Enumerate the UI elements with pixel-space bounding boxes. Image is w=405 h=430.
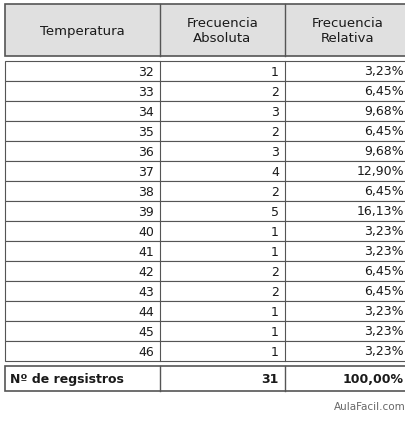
Text: Frecuencia
Relativa: Frecuencia Relativa	[311, 17, 384, 45]
Text: 38: 38	[138, 185, 154, 198]
Bar	[5, 366, 405, 391]
Bar	[5, 122, 405, 141]
Bar	[5, 301, 405, 321]
Text: 37: 37	[138, 165, 154, 178]
Text: 3,23%: 3,23%	[364, 225, 404, 238]
Text: 12,90%: 12,90%	[356, 165, 404, 178]
Text: 100,00%: 100,00%	[343, 372, 404, 385]
Text: 1: 1	[271, 325, 279, 338]
Text: 1: 1	[271, 305, 279, 318]
Text: 3: 3	[271, 105, 279, 118]
Text: 33: 33	[138, 85, 154, 98]
Bar	[5, 102, 405, 122]
Bar	[5, 241, 405, 261]
Text: 6,45%: 6,45%	[364, 285, 404, 298]
Text: 1: 1	[271, 225, 279, 238]
Text: 45: 45	[138, 325, 154, 338]
Bar	[5, 202, 405, 221]
Text: 31: 31	[262, 372, 279, 385]
Text: Frecuencia
Absoluta: Frecuencia Absoluta	[187, 17, 258, 45]
Bar	[5, 341, 405, 361]
Text: 6,45%: 6,45%	[364, 265, 404, 278]
Bar	[5, 181, 405, 202]
Text: 40: 40	[138, 225, 154, 238]
Text: 2: 2	[271, 125, 279, 138]
Text: Nº de regsistros: Nº de regsistros	[10, 372, 124, 385]
Text: 44: 44	[138, 305, 154, 318]
Text: 3,23%: 3,23%	[364, 325, 404, 338]
Bar	[5, 62, 405, 82]
Bar	[5, 82, 405, 102]
Text: 5: 5	[271, 205, 279, 218]
Text: 6,45%: 6,45%	[364, 85, 404, 98]
Text: 3,23%: 3,23%	[364, 305, 404, 318]
Text: 6,45%: 6,45%	[364, 185, 404, 198]
Text: 3: 3	[271, 145, 279, 158]
Bar	[5, 141, 405, 162]
Text: 1: 1	[271, 65, 279, 78]
Text: 3,23%: 3,23%	[364, 345, 404, 358]
Text: 1: 1	[271, 345, 279, 358]
Bar	[5, 162, 405, 181]
Text: Temperatura: Temperatura	[40, 25, 125, 37]
Text: 39: 39	[138, 205, 154, 218]
Bar	[5, 261, 405, 281]
Text: 1: 1	[271, 245, 279, 258]
Text: 42: 42	[138, 265, 154, 278]
Text: 34: 34	[138, 105, 154, 118]
Text: 46: 46	[138, 345, 154, 358]
Text: 2: 2	[271, 265, 279, 278]
Text: 41: 41	[138, 245, 154, 258]
Bar	[5, 281, 405, 301]
Text: 32: 32	[138, 65, 154, 78]
Text: 3,23%: 3,23%	[364, 65, 404, 78]
Text: 4: 4	[271, 165, 279, 178]
Text: 2: 2	[271, 185, 279, 198]
Text: 9,68%: 9,68%	[364, 105, 404, 118]
Bar	[5, 321, 405, 341]
Text: 43: 43	[138, 285, 154, 298]
Text: 35: 35	[138, 125, 154, 138]
Text: 9,68%: 9,68%	[364, 145, 404, 158]
Bar	[5, 221, 405, 241]
Text: 6,45%: 6,45%	[364, 125, 404, 138]
Text: 2: 2	[271, 85, 279, 98]
Text: 3,23%: 3,23%	[364, 245, 404, 258]
Text: AulaFacil.com: AulaFacil.com	[334, 401, 405, 411]
Text: 16,13%: 16,13%	[356, 205, 404, 218]
Text: 36: 36	[138, 145, 154, 158]
Text: 2: 2	[271, 285, 279, 298]
Bar	[5, 5, 405, 57]
